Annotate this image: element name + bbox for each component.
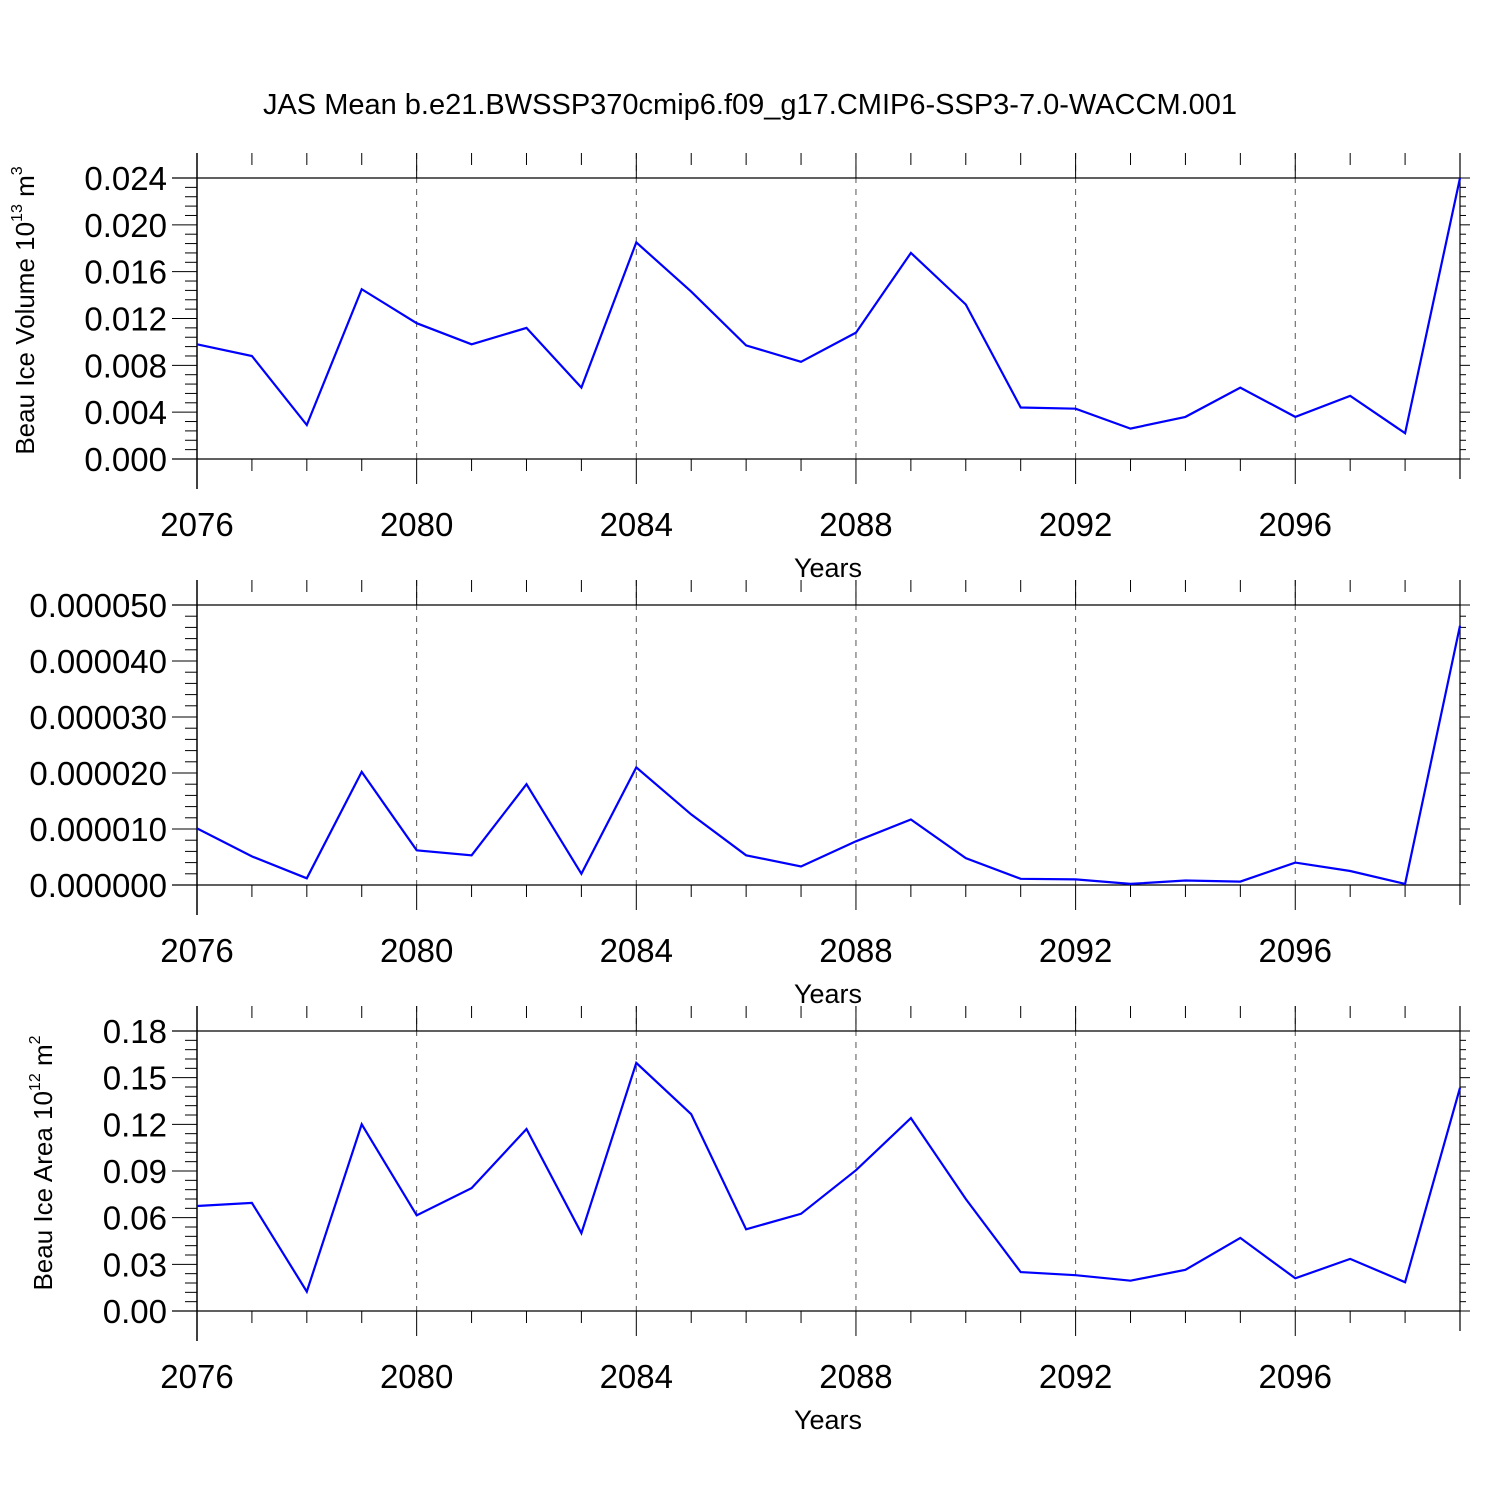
chart-panel-3: 2076 2080 2084 2088 2092 2096 0.00 0.03 0.06 0.09…	[27, 1006, 1470, 1435]
series-line-1	[196, 1060, 1462, 1295]
y-tick-label: 0.09	[103, 1153, 167, 1190]
chart-panel-2: 2076 2080 2084 2088 2092 2096 0.000000 0.000010…	[29, 580, 1470, 1009]
y-tick-label: 0.000	[84, 441, 167, 478]
y-axis-label-unit-exponent: 2	[27, 1035, 44, 1044]
x-tick-label: 2080	[380, 932, 453, 969]
x-tick-label: 2088	[819, 932, 892, 969]
x-tick-label: 2092	[1039, 1358, 1112, 1395]
y-axis-label: Beau Ice Volume 1013 m3	[9, 166, 40, 454]
y-axis-label-unit-exponent: 3	[9, 166, 26, 175]
y-tick-label: 0.15	[103, 1060, 167, 1097]
x-tick-label: 2092	[1039, 932, 1112, 969]
x-tick-label: 2076	[160, 1358, 233, 1395]
y-axis-label: Beau Ice Area 1012 m2	[27, 1035, 58, 1290]
y-tick-label: 0.008	[84, 347, 167, 384]
y-axis-label-main: Beau Ice Volume 10	[10, 222, 40, 455]
y-tick-label: 0.024	[84, 160, 167, 197]
y-tick-label: 0.016	[84, 254, 167, 291]
y-tick-label: 0.06	[103, 1200, 167, 1237]
series-line-1	[196, 177, 1462, 436]
chart-panel-1: 2076 2080 2084 2088 2092 2096 0.000 0.004 0.008 0…	[9, 153, 1470, 583]
y-tick-label: 0.18	[103, 1013, 167, 1050]
x-tick-label: 2096	[1259, 506, 1332, 543]
y-tick-label: 0.000050	[29, 587, 167, 624]
y-tick-label: 0.000010	[29, 811, 167, 848]
series-line-1	[196, 625, 1462, 886]
x-tick-label: 2084	[600, 506, 673, 543]
y-tick-label: 0.020	[84, 207, 167, 244]
x-tick-label: 2088	[819, 506, 892, 543]
x-axis-label: Years	[794, 553, 862, 583]
y-tick-label: 0.012	[84, 301, 167, 338]
figure-title: JAS Mean b.e21.BWSSP370cmip6.f09_g17.CMI…	[263, 89, 1237, 121]
x-tick-label: 2080	[380, 1358, 453, 1395]
x-tick-label: 2096	[1259, 1358, 1332, 1395]
y-tick-label: 0.12	[103, 1106, 167, 1143]
y-tick-label: 0.00	[103, 1293, 167, 1330]
y-axis-label-main: Beau Ice Area 10	[28, 1091, 58, 1290]
x-tick-label: 2080	[380, 506, 453, 543]
x-axis-label: Years	[794, 979, 862, 1009]
x-tick-label: 2084	[600, 1358, 673, 1395]
y-tick-label: 0.004	[84, 394, 167, 431]
y-axis-label-unit: m	[28, 1044, 58, 1073]
x-axis-label: Years	[794, 1405, 862, 1435]
y-tick-label: 0.000020	[29, 755, 167, 792]
y-tick-label: 0.000040	[29, 643, 167, 680]
y-tick-label: 0.000000	[29, 867, 167, 904]
y-axis-label-unit: m	[10, 175, 40, 204]
y-axis-label-exponent: 13	[9, 204, 26, 222]
x-tick-label: 2096	[1259, 932, 1332, 969]
y-axis-label-exponent: 12	[27, 1073, 44, 1091]
y-tick-label: 0.000030	[29, 699, 167, 736]
x-tick-label: 2076	[160, 506, 233, 543]
y-tick-label: 0.03	[103, 1246, 167, 1283]
x-tick-label: 2076	[160, 932, 233, 969]
x-tick-label: 2092	[1039, 506, 1112, 543]
x-tick-label: 2084	[600, 932, 673, 969]
x-tick-label: 2088	[819, 1358, 892, 1395]
panels: 2076 2080 2084 2088 2092 2096 0.000 0.004 0.008 0…	[9, 153, 1470, 1435]
